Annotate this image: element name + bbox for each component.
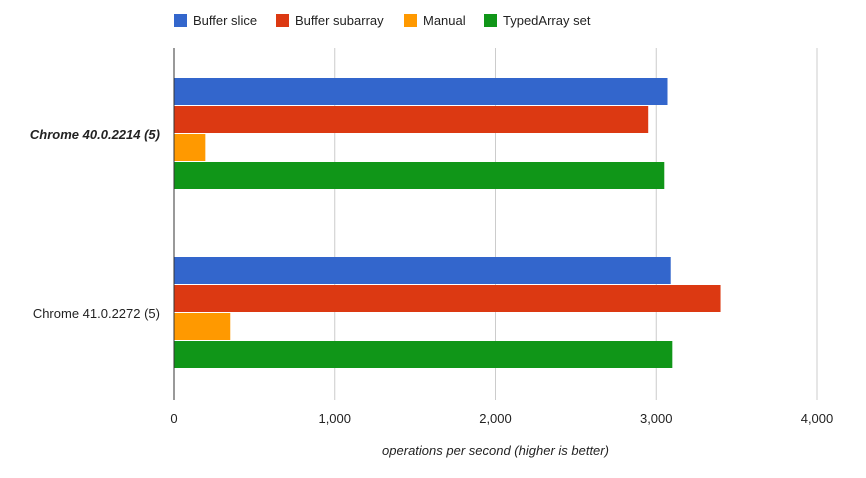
bar-buffer-slice-2 (174, 257, 671, 284)
bar-buffer-slice-1 (174, 78, 668, 105)
x-tick-label-0: 0 (170, 411, 177, 426)
legend: Buffer slice Buffer subarray Manual TypedAr… (174, 13, 591, 28)
category-labels: Chrome 40.0.2214 (5) Chrome 41.0.2272 (5) (30, 127, 160, 321)
legend-swatch-buffer-slice (174, 14, 187, 27)
legend-label-buffer-slice: Buffer slice (193, 13, 257, 28)
x-tick-label-3: 3,000 (640, 411, 673, 426)
category-label-1: Chrome 40.0.2214 (5) (30, 127, 160, 142)
bar-manual-2 (174, 313, 231, 340)
category-label-2: Chrome 41.0.2272 (5) (33, 306, 160, 321)
legend-label-buffer-subarray: Buffer subarray (295, 13, 384, 28)
x-tick-label-4: 4,000 (801, 411, 834, 426)
legend-swatch-manual (404, 14, 417, 27)
bar-manual-1 (174, 134, 206, 161)
x-tick-label-2: 2,000 (479, 411, 512, 426)
bar-buffer-subarray-1 (174, 106, 649, 133)
bar-buffer-subarray-2 (174, 285, 721, 312)
legend-swatch-typedarray-set (484, 14, 497, 27)
legend-swatch-buffer-subarray (276, 14, 289, 27)
bar-typedarray-set-1 (174, 162, 665, 189)
x-tick-label-1: 1,000 (318, 411, 351, 426)
bar-typedarray-set-2 (174, 341, 673, 368)
x-tick-labels: 0 1,000 2,000 3,000 4,000 (170, 411, 833, 426)
bars (174, 78, 721, 368)
legend-label-typedarray-set: TypedArray set (503, 13, 591, 28)
legend-label-manual: Manual (423, 13, 466, 28)
x-axis-title: operations per second (higher is better) (382, 443, 609, 458)
